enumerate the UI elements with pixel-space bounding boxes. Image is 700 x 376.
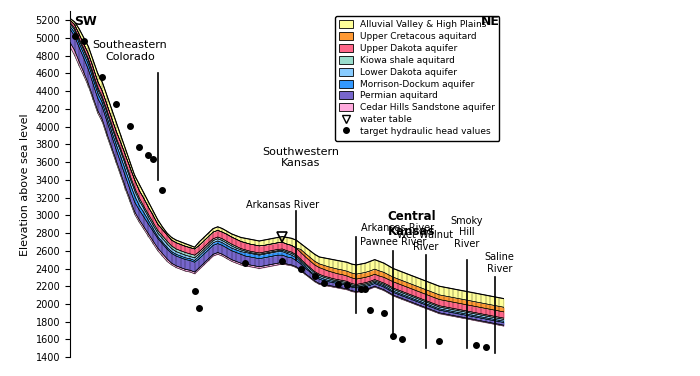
Text: NE: NE (480, 15, 499, 28)
Text: Wet Walnut
River: Wet Walnut River (398, 230, 454, 252)
Text: Arkansas River: Arkansas River (361, 223, 434, 233)
Text: Saline
River: Saline River (484, 252, 514, 274)
Text: Southeastern
Colorado: Southeastern Colorado (92, 40, 167, 62)
Text: Smoky
Hill
River: Smoky Hill River (451, 216, 483, 249)
Text: Arkansas River: Arkansas River (246, 200, 319, 210)
Text: Central
Kansas: Central Kansas (387, 210, 436, 238)
Text: SW: SW (75, 15, 97, 28)
Text: Pawnee River: Pawnee River (360, 237, 426, 247)
Text: Southwestern
Kansas: Southwestern Kansas (262, 147, 340, 168)
Y-axis label: Elevation above sea level: Elevation above sea level (20, 113, 30, 256)
Legend: Alluvial Valley & High Plains, Upper Cretacous aquitard, Upper Dakota aquifer, K: Alluvial Valley & High Plains, Upper Cre… (335, 16, 500, 141)
